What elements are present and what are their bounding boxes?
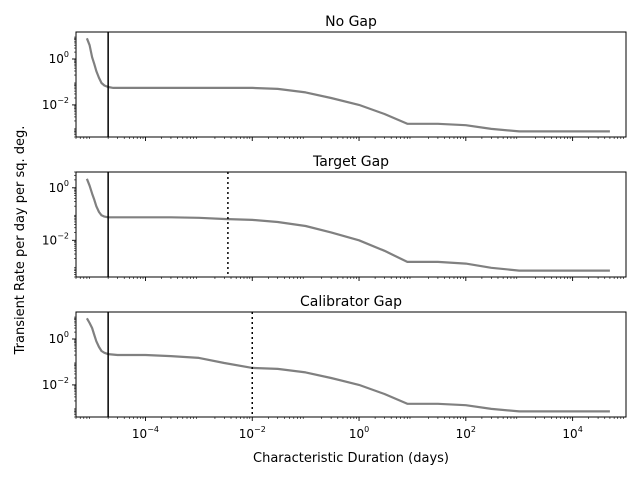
y-tick-label: 10−2 [42,231,69,247]
x-tick-label: 10−4 [132,425,159,441]
x-tick-label: 102 [456,425,476,441]
figure-xlabel: Characteristic Duration (days) [253,451,449,466]
y-tick-label: 100 [49,179,69,195]
y-tick-label: 10−2 [42,376,69,392]
series-line [85,178,610,272]
y-tick-label: 10−2 [42,96,69,112]
panel-title: Calibrator Gap [300,294,402,310]
series-line [85,37,610,133]
series-line [85,317,610,413]
panel-0: No Gap 100 10−2 [42,14,627,141]
panel-2: Calibrator Gap 10−4 10−2 100 102 104 100 10−2 [42,294,627,441]
x-tick-label: 104 [562,425,582,441]
axes-frame [75,31,627,138]
figure-ylabel: Transient Rate per day per sq. deg. [13,126,28,356]
axes-frame [75,171,627,278]
panel-1: Target Gap 100 10−2 [42,154,627,281]
x-tick-label: 100 [349,425,369,441]
axes-frame [75,311,627,418]
panel-title: No Gap [325,14,377,30]
panel-title: Target Gap [312,154,389,170]
y-tick-label: 100 [49,50,69,66]
y-tick-label: 100 [49,330,69,346]
x-tick-label: 10−2 [239,425,266,441]
